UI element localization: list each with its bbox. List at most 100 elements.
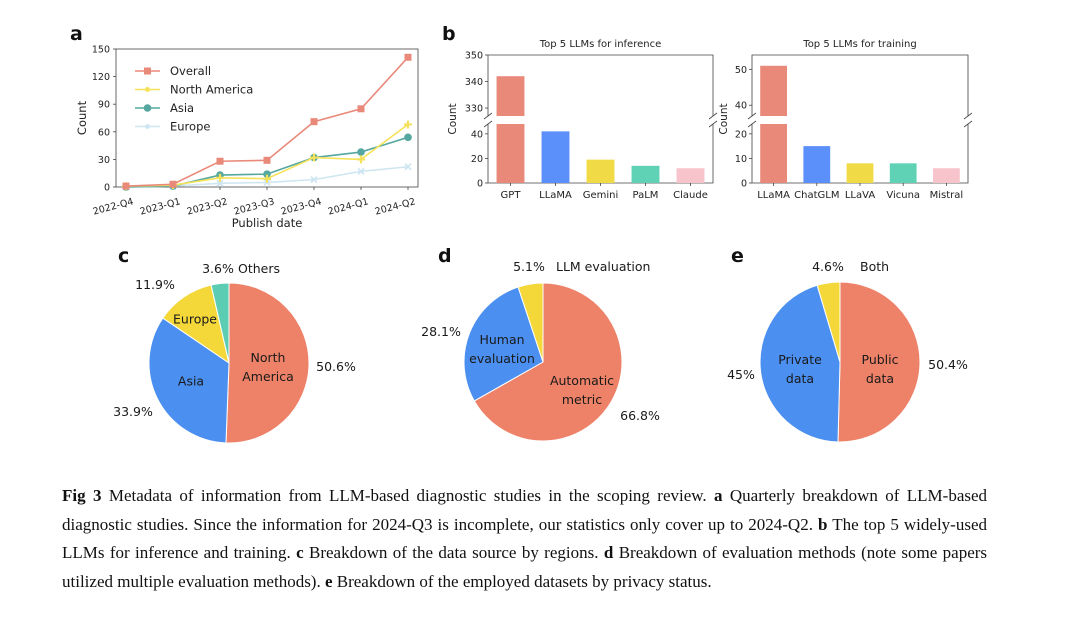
y-tick-label-b2: 40 — [735, 101, 747, 112]
axis-break-mark-b2 — [963, 120, 973, 128]
y-tick-label-b2: 0 — [741, 179, 747, 190]
y-axis-label-a: Count — [75, 100, 89, 135]
data-point-a — [357, 167, 365, 175]
legend-entry-a: Overall — [170, 64, 211, 78]
x-tick-label-b2: LLaMA — [757, 190, 790, 201]
bar-b1 — [496, 124, 525, 183]
panel-label-b: b — [442, 23, 456, 45]
axis-break-mark-b2 — [747, 120, 757, 128]
pie-slice-e — [816, 281, 841, 363]
caption-e-text: Breakdown of the employed datasets by pr… — [336, 571, 712, 591]
caption-e-label: e — [324, 571, 333, 591]
pie-slice-label-c: Europe — [173, 312, 217, 327]
data-point-a — [357, 148, 365, 156]
caption-c-label: c — [296, 543, 304, 562]
y-tick-label-b1: 350 — [465, 51, 483, 62]
panel-label-e: e — [731, 245, 744, 267]
series-line-a — [125, 56, 409, 187]
pie-pct-label-c: 3.6% — [202, 261, 234, 276]
pie-outer-label-c: Others — [238, 261, 280, 276]
pie-slice-label-e: data — [786, 371, 814, 386]
y-tick-label-b2: 10 — [735, 154, 747, 165]
x-tick-label-b1: GPT — [501, 190, 522, 201]
pie-pct-label-d: 66.8% — [620, 408, 660, 423]
x-tick-label-a: 2024-Q1 — [327, 196, 370, 217]
pie-slice-d — [463, 286, 544, 402]
y-tick-label-a: 120 — [92, 72, 110, 83]
pie-slice-d — [517, 282, 544, 363]
y-tick-label-b2: 50 — [735, 65, 747, 76]
caption-intro: Metadata of information from LLM-based d… — [108, 486, 707, 505]
pie-slice-c — [225, 282, 310, 444]
bar-b1 — [631, 165, 660, 183]
caption-d-text: Breakdown of evaluation methods (note so… — [62, 543, 988, 591]
data-point-a — [404, 53, 412, 61]
caption-label: Fig 3 — [62, 486, 102, 505]
y-axis-label-b2: Count — [718, 103, 730, 134]
pie-pct-label-e: 50.4% — [928, 357, 968, 372]
x-tick-label-b2: LLaVA — [845, 190, 875, 201]
pie-slice-c — [148, 317, 230, 444]
bar-upper-b1 — [496, 76, 525, 116]
axis-break-mark-b2 — [963, 112, 973, 120]
pie-slice-label-c: Asia — [178, 374, 204, 389]
data-point-a — [263, 156, 271, 164]
y-axis-label-b1: Count — [447, 103, 459, 134]
bar-b1 — [541, 131, 570, 183]
data-point-a — [357, 155, 365, 164]
bar-b1 — [586, 159, 615, 183]
legend-marker-a — [144, 67, 151, 75]
data-point-a — [263, 170, 271, 178]
axis-break-mark-b1 — [483, 120, 493, 128]
chart-title-b2: Top 5 LLMs for training — [802, 39, 916, 50]
legend-marker-a — [145, 87, 150, 92]
x-tick-label-a: 2023-Q2 — [186, 196, 229, 217]
pie-pct-label-c: 33.9% — [113, 404, 153, 419]
axis-break-mark-b1 — [708, 112, 718, 120]
data-point-a — [310, 118, 318, 126]
data-point-a — [404, 133, 412, 142]
pie-slice-label-d: evaluation — [469, 351, 535, 366]
caption-a-label: a — [714, 486, 723, 505]
data-point-a — [404, 163, 412, 171]
x-tick-label-b1: Claude — [673, 190, 708, 201]
data-point-a — [404, 120, 412, 129]
x-tick-label-b2: Vicuna — [886, 190, 920, 201]
caption-d-label: d — [603, 543, 614, 562]
bar-b2 — [803, 146, 831, 183]
bar-b1 — [676, 168, 705, 183]
y-tick-label-a: 90 — [98, 100, 110, 111]
pie-slice-label-e: Private — [778, 352, 822, 367]
data-point-a — [216, 157, 224, 165]
figure-caption: Fig 3 Metadata of information from LLM-b… — [62, 482, 987, 596]
y-tick-label-b1: 340 — [465, 77, 483, 88]
x-tick-label-b1: LLaMA — [539, 190, 572, 201]
caption-c-text: Breakdown of the data source by regions. — [309, 543, 599, 562]
data-point-a — [216, 173, 224, 182]
pie-slice-label-d: Automatic — [550, 373, 614, 388]
pie-slice-label-e: data — [866, 371, 894, 386]
data-point-a — [357, 105, 365, 113]
x-tick-label-b1: Gemini — [583, 190, 619, 201]
axes-frame-a — [115, 48, 419, 188]
y-tick-label-b1: 0 — [477, 179, 483, 190]
x-tick-label-a: 2023-Q1 — [139, 196, 182, 217]
data-point-a — [263, 174, 271, 183]
pie-pct-label-e: 45% — [727, 367, 755, 382]
data-point-a — [310, 176, 318, 184]
x-tick-label-a: 2022-Q4 — [92, 196, 135, 217]
pie-slice-d — [473, 282, 623, 442]
bar-b2 — [933, 168, 960, 183]
pie-slice-label-d: Human — [479, 332, 524, 347]
legend-entry-a: North America — [170, 83, 253, 97]
chart-title-b1: Top 5 LLMs for inference — [539, 39, 662, 50]
panel-label-c: c — [118, 245, 129, 267]
legend-entry-a: Asia — [170, 101, 194, 115]
bar-upper-b2 — [760, 65, 787, 116]
x-tick-label-a: 2023-Q4 — [280, 196, 323, 217]
y-tick-label-a: 30 — [98, 155, 110, 166]
axis-break-mark-b2 — [747, 112, 757, 120]
y-tick-label-a: 60 — [98, 127, 110, 138]
axis-break-mark-b1 — [708, 120, 718, 128]
